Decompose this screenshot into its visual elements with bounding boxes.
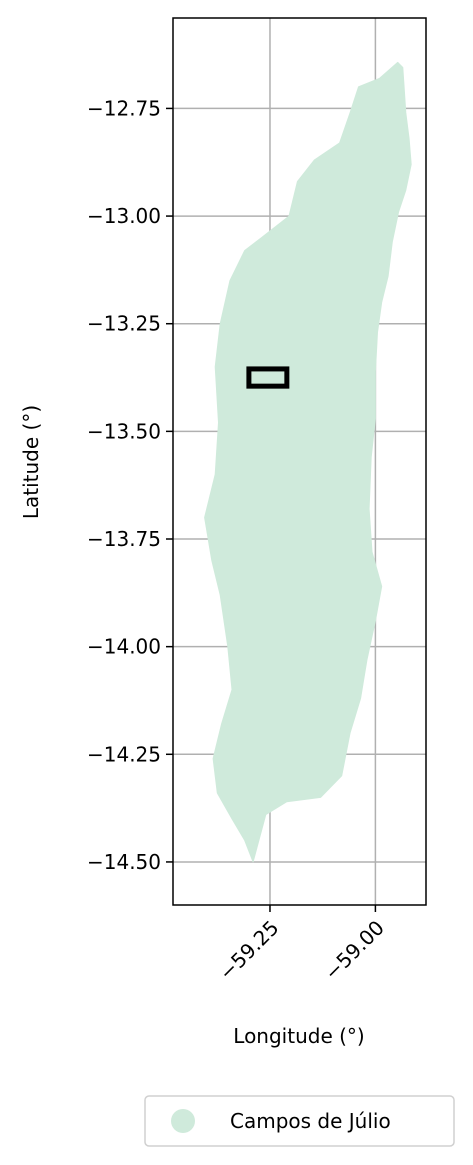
y-tick-label-3: −13.50: [87, 419, 161, 443]
x-ticks: −59.25 −59.00: [214, 905, 389, 985]
y-tick-label-6: −14.25: [87, 742, 161, 766]
y-axis-label: Latitude (°): [19, 405, 43, 519]
y-tick-label-7: −14.50: [87, 850, 161, 874]
y-tick-label-5: −14.00: [87, 635, 161, 659]
x-tick-label-0: −59.25: [214, 916, 283, 985]
region-campos-de-julio: [204, 61, 412, 863]
x-tick-label-1: −59.00: [320, 916, 389, 985]
y-ticks: −12.75 −13.00 −13.25 −13.50 −13.75 −14.00 −14.…: [87, 96, 173, 874]
legend-frame: [144, 1095, 455, 1147]
y-tick-label-1: −13.00: [87, 204, 161, 228]
legend-marker: [171, 1109, 195, 1133]
legend: Campos de Júlio: [144, 1095, 455, 1147]
y-tick-label-4: −13.75: [87, 527, 161, 551]
x-axis-label: Longitude (°): [233, 1024, 364, 1048]
y-tick-label-2: −13.25: [87, 312, 161, 336]
axes-frame: [172, 17, 427, 906]
y-tick-label-0: −12.75: [87, 96, 161, 120]
legend-label: Campos de Júlio: [230, 1109, 391, 1133]
highlight-box: [246, 366, 290, 389]
